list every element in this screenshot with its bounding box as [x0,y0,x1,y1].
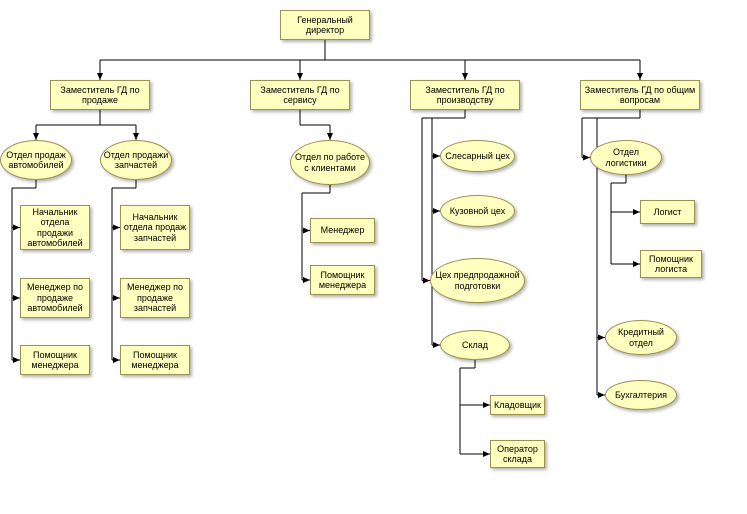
node-label: Отдел логистики [593,147,659,168]
node-parts_asst: Помощник менеджера [120,345,190,375]
node-label: Генеральный директор [283,15,367,36]
node-label: Бухгалтерия [615,390,667,400]
node-klad: Кладовщик [490,395,545,415]
node-credit: Кредитный отдел [605,320,677,355]
node-dep_prod: Заместитель ГД по производству [410,80,520,110]
node-label: Менеджер [321,225,365,235]
edge-layer [0,0,747,514]
node-shop_prep: Цех предпродажной подготовки [430,258,525,303]
node-label: Логист [654,207,682,217]
node-label: Заместитель ГД по производству [413,85,517,106]
node-label: Начальник отдела продажи автомобилей [23,207,87,248]
node-oper: Оператор склада [490,440,545,468]
node-buh: Бухгалтерия [605,380,677,410]
node-label: Помощник менеджера [123,350,187,371]
node-cars_mgr: Менеджер по продаже автомобилей [20,278,90,318]
node-cl_asst: Помощник менеджера [310,265,375,295]
node-label: Оператор склада [493,444,542,465]
node-label: Менеджер по продаже автомобилей [23,282,87,313]
node-shop_kuz: Кузовной цех [440,195,515,227]
node-otd_parts: Отдел продажи запчастей [100,140,172,180]
node-dep_general: Заместитель ГД по общим вопросам [580,80,700,110]
node-label: Заместитель ГД по общим вопросам [583,85,697,106]
node-otd_log: Отдел логистики [590,140,662,175]
node-label: Цех предпродажной подготовки [433,270,522,291]
node-label: Склад [462,340,488,350]
node-ceo: Генеральный директор [280,10,370,40]
node-label: Менеджер по продаже запчастей [123,282,187,313]
node-label: Отдел по работе с клиентами [293,152,367,173]
node-label: Заместитель ГД по сервису [253,85,347,106]
node-otd_cars: Отдел продаж автомобилей [0,140,72,180]
node-label: Заместитель ГД по продаже [53,85,147,106]
node-dep_service: Заместитель ГД по сервису [250,80,350,110]
node-cars_head: Начальник отдела продажи автомобилей [20,205,90,250]
node-dep_sales: Заместитель ГД по продаже [50,80,150,110]
node-label: Помощник менеджера [23,350,87,371]
node-sklad: Склад [440,330,510,360]
node-label: Кладовщик [494,400,541,410]
node-parts_mgr: Менеджер по продаже запчастей [120,278,190,318]
node-label: Начальник отдела продаж запчастей [123,212,187,243]
node-logist: Логист [640,200,695,224]
node-otd_clients: Отдел по работе с клиентами [290,140,370,185]
node-cars_asst: Помощник менеджера [20,345,90,375]
node-label: Отдел продажи запчастей [103,150,169,171]
node-label: Помощник менеджера [313,270,372,291]
node-parts_head: Начальник отдела продаж запчастей [120,205,190,250]
node-label: Помощник логиста [643,254,699,275]
node-cl_mgr: Менеджер [310,218,375,243]
node-label: Отдел продаж автомобилей [3,150,69,171]
node-label: Слесарный цех [445,151,510,161]
node-label: Кредитный отдел [608,327,674,348]
node-log_asst: Помощник логиста [640,250,702,278]
node-label: Кузовной цех [450,206,505,216]
node-shop_sles: Слесарный цех [440,140,515,172]
